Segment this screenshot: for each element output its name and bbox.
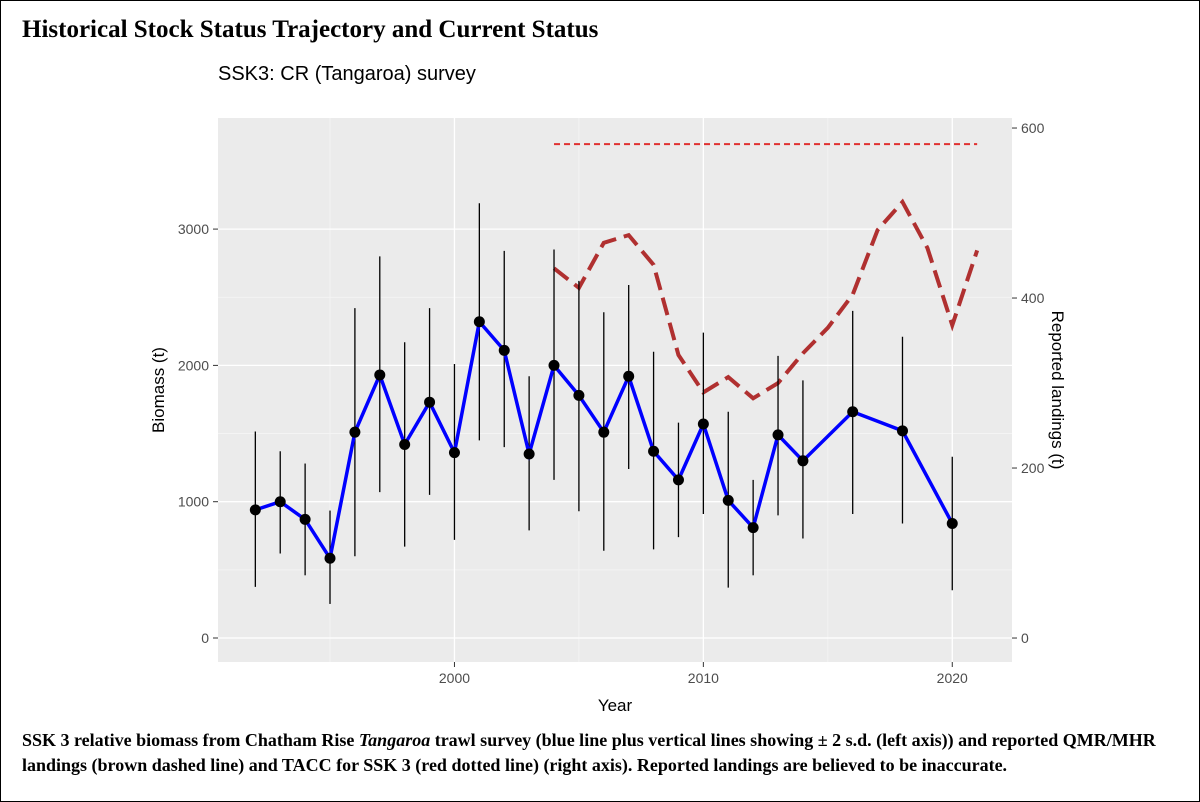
point [424,396,436,408]
chart: SSK3: CR (Tangaroa) survey 0100020003000… [149,63,1067,715]
point [648,445,660,457]
point [498,344,510,356]
y-axis-title: Biomass (t) [149,347,168,433]
point [473,316,485,328]
point [299,513,311,525]
biomass-line [254,317,954,563]
point [523,448,535,460]
point [548,359,560,371]
point [722,494,734,506]
point [598,426,610,438]
x-tick-label: 2000 [439,670,470,686]
point [399,438,411,450]
point [847,406,859,418]
y-tick-label: 2000 [178,357,209,373]
y2-axis-title: Reported landings (t) [1048,311,1067,470]
point [374,369,386,381]
point [448,447,460,459]
plot-panel [218,118,1012,662]
caption-text: SSK 3 relative biomass from Chatham Rise [22,730,359,750]
y2-tick-label: 200 [1021,460,1045,476]
point [274,496,286,508]
x-tick-label: 2010 [688,670,719,686]
point [623,370,635,382]
point [747,522,759,534]
point [573,389,585,401]
caption-italic: Tangaroa [358,730,431,750]
point [324,552,336,564]
point [249,504,261,516]
y-tick-label: 1000 [178,494,209,510]
title: Historical Stock Status Trajectory and C… [22,16,599,43]
y2-tick-label: 0 [1021,630,1029,646]
y-tick-label: 3000 [178,221,209,237]
y-tick-label: 0 [201,630,209,646]
point [772,429,784,441]
y2-tick-label: 600 [1021,120,1045,136]
caption-text: trawl survey (blue line plus vertical li… [22,730,1156,775]
subtitle: SSK3: CR (Tangaroa) survey [218,63,476,85]
x-tick-label: 2020 [937,670,968,686]
landings-line [552,198,980,401]
caption: SSK 3 relative biomass from Chatham Rise… [22,728,1182,778]
point [797,455,809,467]
point [672,474,684,486]
x-axis-title: Year [598,696,633,715]
y2-tick-label: 400 [1021,290,1045,306]
point [349,426,361,438]
point [946,518,958,530]
point [896,425,908,437]
point [697,418,709,430]
